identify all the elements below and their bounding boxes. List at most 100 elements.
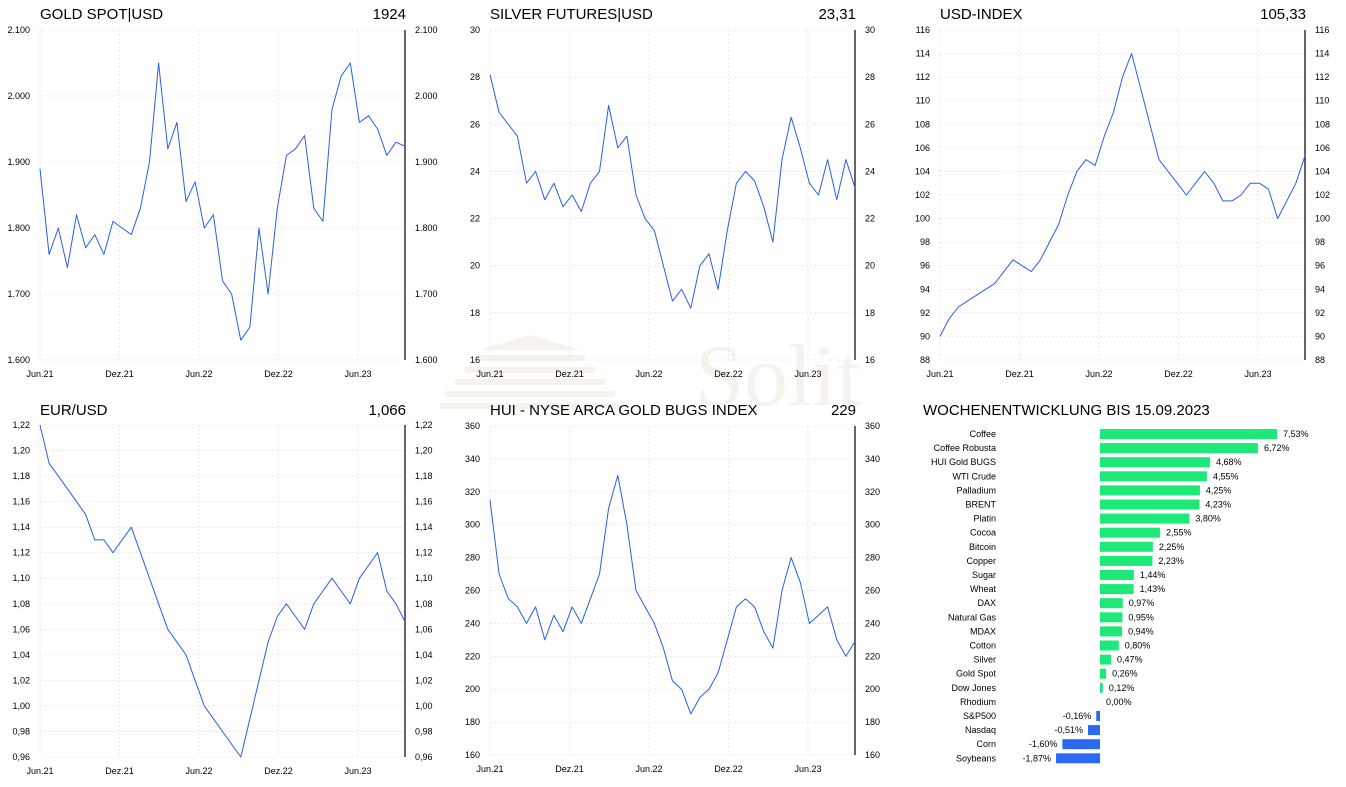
y-tick-label-right: 104	[1315, 166, 1330, 176]
y-tick-label-right: 92	[1315, 308, 1325, 318]
x-tick-label: Jun.23	[794, 369, 821, 379]
y-tick-label-left: 340	[465, 454, 480, 464]
x-tick-label: Jun.21	[26, 766, 53, 776]
y-tick-label-left: 116	[916, 25, 930, 35]
y-tick-label-left: 1,02	[12, 675, 30, 685]
panel-title: EUR/USD	[40, 402, 108, 419]
bar	[1100, 640, 1119, 651]
y-tick-label-right: 1.800	[415, 223, 438, 233]
x-tick-label: Dez.22	[714, 764, 743, 774]
y-tick-label-left: 1,22	[12, 420, 30, 430]
bar	[1100, 457, 1211, 468]
y-tick-label-left: 98	[920, 237, 930, 247]
watermark-text: Solit	[695, 328, 861, 425]
y-tick-label-right: 24	[865, 166, 875, 176]
y-tick-label-left: 102	[915, 190, 930, 200]
y-tick-label-right: 1,06	[415, 624, 433, 634]
y-tick-label-right: 1,02	[415, 675, 433, 685]
y-tick-label-right: 320	[865, 487, 880, 497]
y-tick-label-right: 30	[865, 25, 875, 35]
x-tick-label: Jun.21	[476, 369, 503, 379]
y-tick-label-right: 1,22	[415, 420, 433, 430]
bar	[1100, 541, 1153, 552]
panel-gold: GOLD SPOT|USD 1924 1.600 1.600 1.700 1.700 1…	[0, 0, 440, 390]
x-tick-label: Dez.22	[714, 369, 743, 379]
bar	[1100, 682, 1103, 693]
x-tick-label: Jun.23	[1244, 369, 1271, 379]
y-tick-label-right: 96	[1315, 261, 1325, 271]
y-tick-label-right: 112	[1315, 72, 1329, 82]
y-tick-label-left: 96	[920, 261, 930, 271]
bar-value-label: 0,95%	[1128, 612, 1154, 622]
bar-category-label: Sugar	[972, 570, 996, 580]
y-tick-label-left: 1,04	[12, 650, 30, 660]
y-tick-label-left: 1,08	[12, 599, 30, 609]
bar	[1100, 626, 1123, 637]
bar-category-label: Platin	[973, 514, 996, 524]
y-tick-label-right: 88	[1315, 355, 1325, 365]
bar	[1062, 739, 1100, 750]
y-tick-label-right: 1,14	[415, 522, 433, 532]
y-tick-label-left: 106	[915, 143, 930, 153]
y-tick-label-left: 2.100	[7, 25, 30, 35]
y-tick-label-right: 1,12	[415, 548, 433, 558]
y-tick-label-left: 1,00	[12, 701, 30, 711]
y-tick-label-right: 18	[865, 308, 875, 318]
y-tick-label-left: 300	[465, 520, 480, 530]
bar-category-label: BRENT	[965, 500, 996, 510]
bar-category-label: Soybeans	[956, 753, 997, 763]
y-tick-label-left: 16	[470, 355, 480, 365]
y-tick-label-left: 104	[915, 166, 930, 176]
bar-category-label: Natural Gas	[948, 612, 997, 622]
bar-value-label: 4,23%	[1205, 500, 1231, 510]
chart-usd: 88 88 90 90 92 92 94 94 96 96 98 98 100 100 102 102 104 1…	[915, 25, 1330, 379]
bar-value-label: 2,25%	[1159, 542, 1185, 552]
x-tick-label: Jun.22	[185, 369, 212, 379]
y-tick-label-right: 2.000	[415, 91, 438, 101]
panel-title: SILVER FUTURES|USD	[490, 6, 653, 23]
bar-category-label: Bitcoin	[969, 542, 996, 552]
bar-value-label: 4,25%	[1206, 485, 1232, 495]
bar	[1100, 485, 1200, 496]
y-tick-label-left: 1,16	[12, 497, 30, 507]
panel-title: GOLD SPOT|USD	[40, 6, 164, 23]
bar-value-label: -0,16%	[1063, 711, 1092, 721]
bar	[1100, 429, 1277, 439]
y-tick-label-right: 90	[1315, 331, 1325, 341]
bar-value-label: 7,53%	[1283, 429, 1309, 439]
bar-value-label: 6,72%	[1264, 443, 1290, 453]
y-tick-label-left: 1,10	[12, 573, 30, 583]
y-tick-label-left: 88	[920, 355, 930, 365]
bar	[1100, 471, 1207, 482]
y-tick-label-left: 1,12	[12, 548, 30, 558]
bar-category-label: Nasdaq	[965, 725, 996, 735]
y-tick-label-right: 1,18	[415, 471, 433, 481]
bar-value-label: 1,43%	[1140, 584, 1166, 594]
y-tick-label-right: 1.600	[415, 355, 438, 365]
y-tick-label-right: 100	[1315, 214, 1330, 224]
x-tick-label: Jun.23	[344, 369, 371, 379]
y-tick-label-left: 108	[915, 119, 930, 129]
bar-value-label: 3,80%	[1195, 514, 1221, 524]
bar	[1100, 654, 1112, 665]
y-tick-label-left: 92	[920, 308, 930, 318]
y-tick-label-right: 1,08	[415, 599, 433, 609]
x-tick-label: Dez.21	[105, 369, 134, 379]
y-tick-label-right: 1,04	[415, 650, 433, 660]
panel-title: USD-INDEX	[940, 6, 1023, 23]
y-tick-label-right: 28	[865, 72, 875, 82]
x-tick-label: Jun.21	[26, 369, 53, 379]
panel-hui: HUI - NYSE ARCA GOLD BUGS INDEX 229 160 1…	[450, 397, 890, 787]
bar-value-label: -0,51%	[1054, 725, 1083, 735]
y-tick-label-right: 1.700	[415, 289, 438, 299]
y-tick-label-left: 114	[916, 49, 930, 59]
y-tick-label-left: 320	[465, 487, 480, 497]
y-tick-label-right: 280	[865, 553, 880, 563]
y-tick-label-left: 26	[470, 119, 480, 129]
y-tick-label-left: 1.600	[7, 355, 30, 365]
y-tick-label-left: 100	[915, 214, 930, 224]
y-tick-label-left: 180	[465, 717, 480, 727]
panel-title: HUI - NYSE ARCA GOLD BUGS INDEX	[490, 402, 758, 419]
series-line	[489, 474, 856, 715]
series-line	[39, 424, 406, 758]
